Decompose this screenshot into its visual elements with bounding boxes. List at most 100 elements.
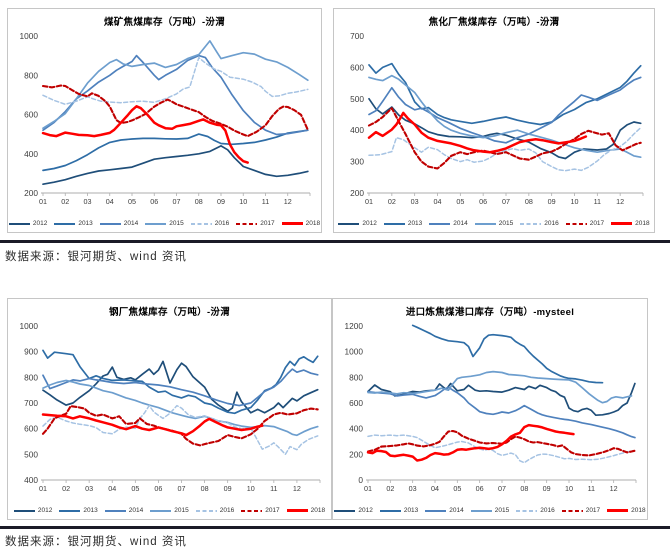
y-tick-label: 400: [349, 424, 363, 434]
legend-line-swatch: [425, 509, 447, 512]
legend-year-label: 2015: [498, 220, 514, 227]
x-tick-label: 11: [594, 197, 601, 206]
x-tick-label: 04: [434, 197, 442, 206]
x-tick-label: 06: [476, 484, 484, 493]
y-tick-label: 400: [24, 149, 38, 159]
x-tick-label: 06: [150, 197, 158, 206]
legend-item-2013: 2013: [54, 220, 93, 227]
legend-line-swatch: [13, 509, 35, 512]
series-line-2014: [42, 54, 309, 136]
legend-line-swatch: [281, 222, 303, 225]
legend-item-2013: 2013: [379, 507, 418, 514]
x-tick-label: 03: [411, 197, 419, 206]
series-line-2013: [42, 129, 309, 172]
chart-title: 焦化厂焦煤库存（万吨）-汾渭: [428, 17, 560, 28]
x-tick-label: 03: [409, 484, 417, 493]
y-tick-label: 1000: [20, 31, 39, 41]
legend-item-2017: 2017: [565, 220, 604, 227]
legend-line-swatch: [516, 509, 538, 512]
y-tick-label: 0: [358, 475, 363, 485]
legend-item-2016: 2016: [520, 220, 559, 227]
legend-item-2015: 2015: [470, 507, 509, 514]
x-tick-label: 02: [61, 197, 69, 206]
x-tick-label: 02: [62, 484, 70, 493]
legend-year-label: 2015: [169, 220, 184, 227]
legend-year-label: 2018: [310, 507, 326, 514]
series-line-2015: [42, 40, 309, 130]
legend-item-2016: 2016: [190, 220, 230, 227]
legend-item-2017: 2017: [241, 507, 280, 514]
x-tick-label: 10: [239, 197, 247, 206]
chart-legend: 2012 2013 2014 2015 2016 2017 2018: [333, 507, 647, 514]
y-tick-label: 600: [350, 62, 364, 72]
x-tick-label: 10: [565, 484, 573, 493]
x-tick-label: 08: [195, 197, 203, 206]
legend-year-label: 2017: [260, 220, 275, 227]
y-tick-label: 600: [24, 424, 38, 434]
y-tick-label: 700: [24, 398, 38, 408]
legend-line-swatch: [611, 222, 633, 225]
y-tick-label: 200: [24, 188, 38, 198]
x-tick-label: 05: [456, 197, 464, 206]
series-line-2016: [42, 56, 309, 106]
legend-year-label: 2013: [407, 220, 423, 227]
x-tick-label: 10: [247, 484, 255, 493]
legend-line-swatch: [338, 222, 360, 225]
x-tick-label: 12: [293, 484, 301, 493]
legend-line-swatch: [520, 222, 542, 225]
legend-year-label: 2012: [37, 507, 53, 514]
section-divider: [0, 240, 670, 243]
series-line-2012: [42, 145, 309, 186]
series-line-2018: [41, 413, 264, 437]
line-plot: 0 200 400 600 800 1000 1200 01 02 03 04 05 06 07 08 09 1…: [345, 321, 637, 493]
legend-line-swatch: [99, 222, 121, 225]
y-tick-label: 500: [24, 449, 38, 459]
y-tick-label: 200: [350, 188, 364, 198]
legend-line-swatch: [236, 222, 258, 225]
legend-item-2018: 2018: [607, 507, 646, 514]
legend-line-swatch: [195, 509, 217, 512]
x-tick-label: 09: [548, 197, 556, 206]
x-tick-label: 07: [173, 197, 181, 206]
series-line-2018: [367, 111, 588, 154]
legend-item-2015: 2015: [150, 507, 189, 514]
legend-year-label: 2014: [449, 507, 464, 514]
x-tick-label: 01: [39, 484, 47, 493]
legend-line-swatch: [8, 222, 30, 225]
series-line-2015: [42, 379, 319, 437]
x-tick-label: 04: [108, 484, 116, 493]
legend-line-swatch: [241, 509, 263, 512]
series-line-2014: [367, 386, 636, 439]
legend-line-swatch: [607, 509, 629, 512]
x-tick-label: 05: [131, 484, 139, 493]
y-tick-label: 900: [24, 347, 38, 357]
legend-item-2012: 2012: [338, 220, 377, 227]
chart-steel-mill-coking-coal-inventory: 钢厂焦煤库存（万吨）-汾渭 400 500 600 700 800 900 1000 01 02…: [7, 298, 332, 520]
series-line-2012: [367, 382, 636, 417]
chart-imported-coking-coal-port-inventory: 进口炼焦煤港口库存（万吨）-mysteel 0 200 400 600 800 1000 1…: [332, 298, 648, 520]
x-tick-label: 09: [543, 484, 551, 493]
legend-year-label: 2018: [631, 507, 646, 514]
x-tick-label: 01: [365, 197, 373, 206]
y-tick-label: 1000: [345, 347, 364, 357]
series-line-2017: [367, 107, 642, 170]
legend-line-swatch: [54, 222, 76, 225]
x-tick-label: 07: [502, 197, 510, 206]
series-line-2018: [41, 105, 249, 164]
x-tick-label: 05: [453, 484, 461, 493]
x-tick-label: 03: [84, 197, 92, 206]
line-plot: 400 500 600 700 800 900 1000 01 02 03 04 05 06 07 08 09…: [20, 321, 321, 493]
legend-line-swatch: [474, 222, 496, 225]
legend-line-swatch: [104, 509, 126, 512]
series-line-2014: [42, 368, 319, 407]
legend-year-label: 2018: [305, 220, 321, 227]
chart-legend: 2012 2013 2014 2015 2016 2017 2018: [8, 507, 331, 514]
series-line-2017: [366, 429, 636, 457]
series-line-2015: [368, 74, 642, 159]
x-tick-label: 08: [520, 484, 528, 493]
x-tick-label: 06: [154, 484, 162, 493]
legend-year-label: 2016: [214, 220, 230, 227]
y-tick-label: 500: [350, 94, 364, 104]
y-tick-label: 400: [350, 125, 364, 135]
y-tick-label: 800: [24, 372, 38, 382]
